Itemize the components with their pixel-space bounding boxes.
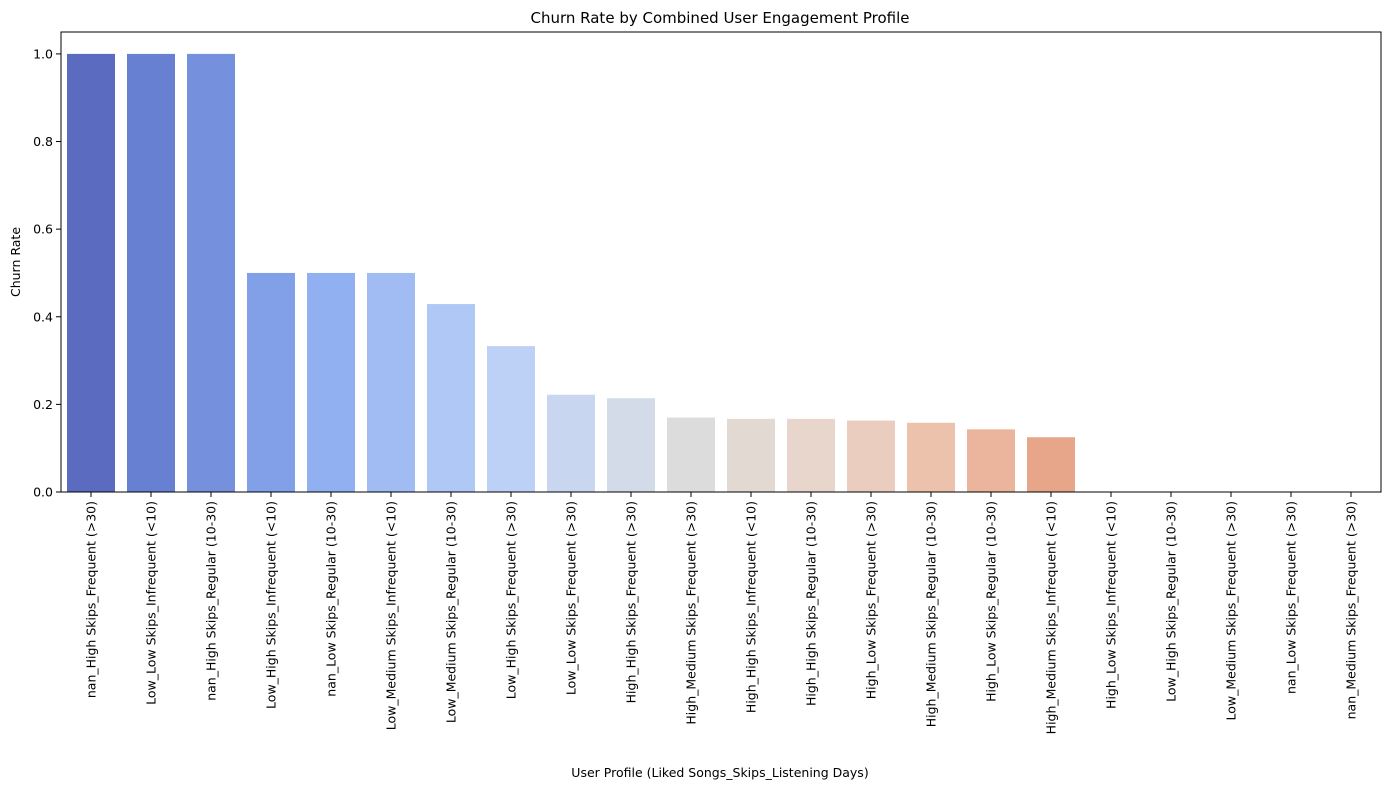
x-tick-label: Low_Low Skips_Infrequent (<10) xyxy=(144,501,159,705)
x-tick-label: Low_Low Skips_Frequent (>30) xyxy=(564,501,579,695)
y-tick-label: 0.6 xyxy=(33,222,53,237)
chart-title: Churn Rate by Combined User Engagement P… xyxy=(530,9,909,27)
x-tick-label: Low_Medium Skips_Infrequent (<10) xyxy=(384,501,399,730)
bar xyxy=(247,272,295,492)
x-tick-label: Low_High Skips_Regular (10-30) xyxy=(1164,501,1179,702)
bar xyxy=(1027,437,1075,492)
bar xyxy=(427,304,475,492)
x-tick-label: High_High Skips_Frequent (>30) xyxy=(624,501,639,703)
x-tick-label: nan_Low Skips_Frequent (>30) xyxy=(1284,501,1299,694)
x-tick-label: Low_Medium Skips_Frequent (>30) xyxy=(1224,501,1239,720)
bars-group xyxy=(67,53,1075,493)
x-tick-label: High_High Skips_Regular (10-30) xyxy=(804,501,819,706)
x-tick-label: High_Medium Skips_Frequent (>30) xyxy=(684,501,699,725)
x-tick-label: Low_Medium Skips_Regular (10-30) xyxy=(444,501,459,723)
y-tick-label: 0.4 xyxy=(33,309,53,324)
x-tick-label: nan_High Skips_Regular (10-30) xyxy=(204,501,219,701)
bar xyxy=(727,418,775,492)
bar xyxy=(127,53,175,493)
x-axis-ticks: nan_High Skips_Frequent (>30) Low_Low Ski… xyxy=(84,492,1359,734)
bar xyxy=(847,420,895,492)
x-tick-label: High_Medium Skips_Regular (10-30) xyxy=(924,501,939,727)
bar xyxy=(307,272,355,492)
bar xyxy=(67,53,115,493)
x-tick-label: High_Medium Skips_Infrequent (<10) xyxy=(1044,501,1059,734)
bar xyxy=(367,272,415,492)
y-tick-label: 0.0 xyxy=(33,485,53,500)
x-tick-label: High_High Skips_Infrequent (<10) xyxy=(744,501,759,713)
bar xyxy=(607,398,655,492)
bar xyxy=(787,418,835,492)
bar xyxy=(967,429,1015,492)
plot-frame xyxy=(60,31,1382,493)
x-tick-label: Low_High Skips_Infrequent (<10) xyxy=(264,501,279,709)
x-tick-label: Low_High Skips_Frequent (>30) xyxy=(504,501,519,699)
x-tick-label: High_Low Skips_Regular (10-30) xyxy=(984,501,999,702)
bar xyxy=(907,422,955,492)
bar xyxy=(487,346,535,492)
x-tick-label: nan_High Skips_Frequent (>30) xyxy=(84,501,99,698)
bar xyxy=(547,394,595,492)
y-axis-label: Churn Rate xyxy=(8,227,23,297)
x-tick-label: High_Low Skips_Infrequent (<10) xyxy=(1104,501,1119,709)
bar xyxy=(667,417,715,492)
y-tick-label: 0.2 xyxy=(33,397,53,412)
x-tick-label: nan_Low Skips_Regular (10-30) xyxy=(324,501,339,697)
y-axis-ticks: 0.0 0.2 0.4 0.6 0.8 1.0 xyxy=(33,46,61,500)
x-tick-label: High_Low Skips_Frequent (>30) xyxy=(864,501,879,699)
x-tick-label: nan_Medium Skips_Frequent (>30) xyxy=(1344,501,1359,719)
bar xyxy=(187,53,235,493)
y-tick-label: 0.8 xyxy=(33,134,53,149)
x-axis-label: User Profile (Liked Songs_Skips_Listenin… xyxy=(571,765,868,780)
y-tick-label: 1.0 xyxy=(33,46,53,61)
